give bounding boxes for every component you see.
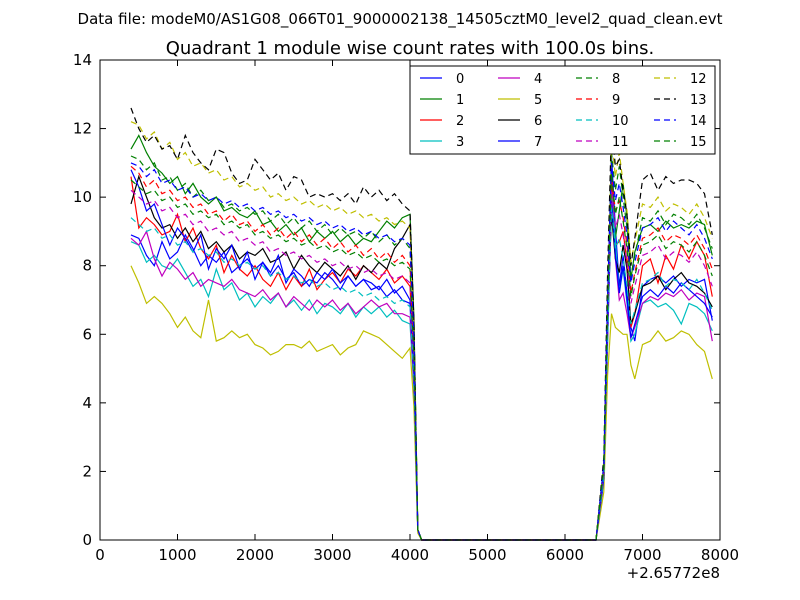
x-tick-label: 1000 [158, 546, 196, 564]
legend-label-2: 2 [456, 114, 464, 129]
legend-label-12: 12 [690, 72, 707, 87]
axis-ticks: 0 1000 2000 3000 4000 5000 6000 7000 80000246810… [73, 51, 739, 564]
series-line-12 [130, 121, 713, 541]
legend-label-11: 11 [612, 135, 629, 150]
y-tick-label: 4 [82, 394, 92, 412]
legend-label-13: 13 [690, 93, 707, 108]
legend-label-10: 10 [612, 114, 629, 129]
x-tick-label: 3000 [313, 546, 351, 564]
plot-area [130, 107, 713, 541]
x-tick-label: 8000 [701, 546, 739, 564]
y-tick-label: 14 [73, 51, 92, 69]
x-tick-label: 7000 [623, 546, 661, 564]
x-tick-label: 4000 [391, 546, 429, 564]
legend-label-7: 7 [534, 135, 542, 150]
x-offset-label: +2.65772e8 [627, 564, 720, 582]
series-line-1 [130, 134, 713, 541]
legend-label-14: 14 [690, 114, 707, 129]
legend-label-9: 9 [612, 93, 620, 108]
legend-label-4: 4 [534, 72, 542, 87]
legend-label-0: 0 [456, 72, 464, 87]
y-tick-label: 6 [82, 325, 92, 343]
x-tick-label: 0 [95, 546, 105, 564]
y-tick-label: 12 [73, 120, 92, 138]
y-tick-label: 2 [82, 462, 92, 480]
x-tick-label: 2000 [236, 546, 274, 564]
chart-title: Quadrant 1 module wise count rates with … [166, 38, 655, 59]
series-line-8 [130, 152, 713, 541]
figure-suptitle: Data file: modeM0/AS1G08_066T01_90000021… [78, 10, 723, 29]
legend-label-6: 6 [534, 114, 542, 129]
series-line-7 [130, 169, 713, 541]
y-tick-label: 10 [73, 188, 92, 206]
x-tick-label: 5000 [468, 546, 506, 564]
legend-box [409, 65, 716, 155]
y-tick-label: 0 [82, 531, 92, 549]
legend-label-8: 8 [612, 72, 620, 87]
legend-label-15: 15 [690, 135, 707, 150]
legend-label-5: 5 [534, 93, 542, 108]
y-tick-label: 8 [82, 257, 92, 275]
legend-label-3: 3 [456, 135, 464, 150]
x-tick-label: 6000 [546, 546, 584, 564]
legend-label-1: 1 [456, 93, 464, 108]
series-line-14 [130, 162, 713, 541]
series-line-9 [130, 165, 713, 541]
